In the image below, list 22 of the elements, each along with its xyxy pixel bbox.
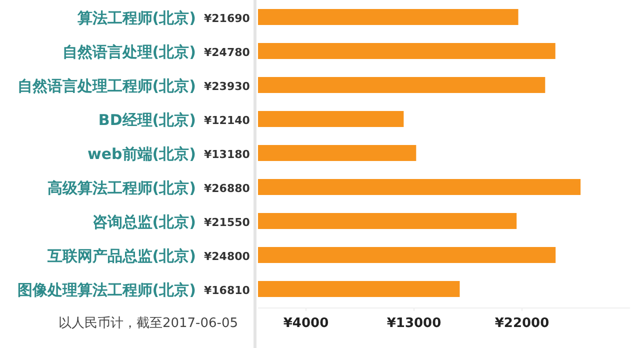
category-label: 自然语言处理(北京) (62, 43, 196, 61)
category-label: BD经理(北京) (98, 111, 196, 129)
category-label: 咨询总监(北京) (92, 213, 196, 231)
x-tick-label: ¥22000 (494, 316, 550, 331)
category-label: 互联网产品总监(北京) (47, 247, 196, 265)
category-label: 算法工程师(北京) (77, 9, 196, 27)
value-label: ¥12140 (204, 114, 250, 127)
value-label: ¥24780 (204, 46, 250, 59)
category-label: 高级算法工程师(北京) (47, 179, 196, 197)
x-tick-label: ¥13000 (386, 316, 442, 331)
value-label: ¥26880 (204, 182, 250, 195)
value-label: ¥13180 (204, 148, 250, 161)
value-label: ¥21690 (204, 12, 250, 25)
category-label: web前端(北京) (88, 145, 196, 163)
annotation: 以人民币计，截至2017-06-05 (58, 316, 238, 331)
value-label: ¥24800 (204, 250, 250, 263)
category-label: 图像处理算法工程师(北京) (17, 281, 196, 299)
value-label: ¥16810 (204, 284, 250, 297)
value-label: ¥21550 (204, 216, 250, 229)
category-label: 自然语言处理工程师(北京) (17, 77, 196, 95)
x-tick-label: ¥4000 (283, 316, 329, 331)
value-label: ¥23930 (204, 80, 250, 93)
